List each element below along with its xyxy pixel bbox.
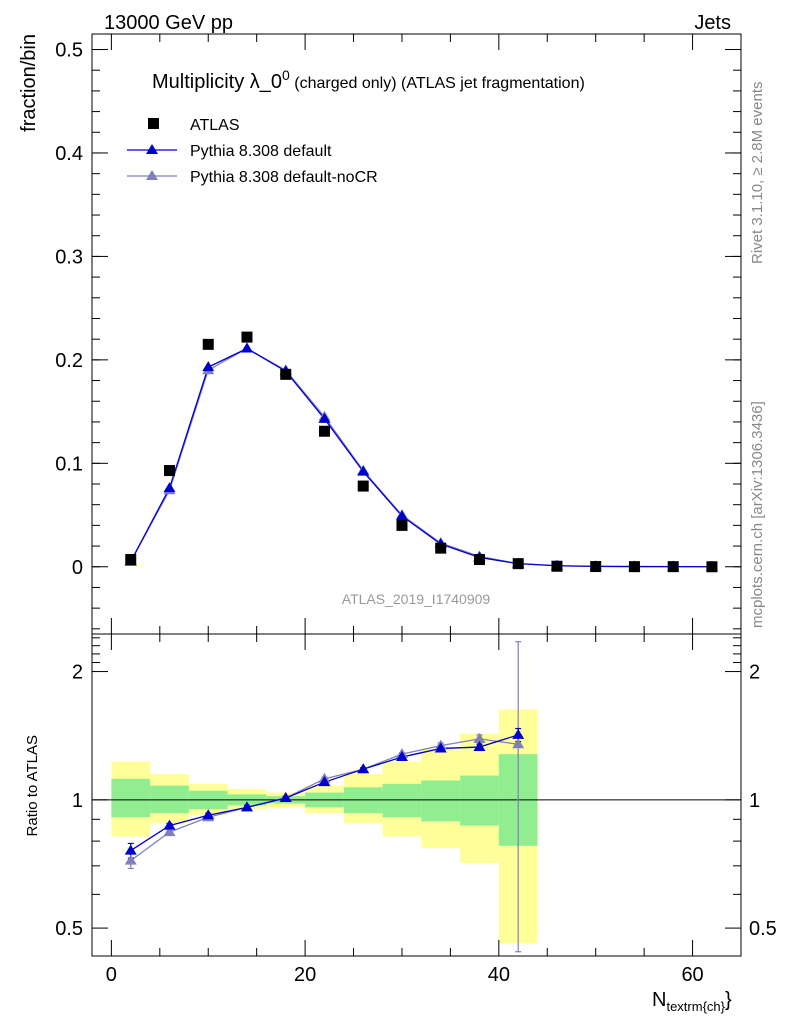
ratio-point-nocr (473, 732, 486, 743)
side-label-rivet: Rivet 3.1.10, ≥ 2.8M events (749, 82, 766, 265)
main-ytick-label: 0.5 (55, 40, 83, 62)
ratio-panel-frame (91, 633, 742, 957)
header-energy: 13000 GeV pp (104, 12, 233, 34)
main-point-atlas (202, 338, 214, 350)
side-label-mcplots: mcplots.cern.ch [arXiv:1306.3436] (749, 401, 766, 628)
main-point-default (202, 361, 215, 372)
xlabel: Ntextrm{ch}} (652, 989, 732, 1014)
ratio-point-default (240, 801, 253, 812)
main-ytick-label: 0.1 (55, 453, 83, 475)
band-inner-bin (382, 783, 422, 818)
main-point-default (395, 510, 408, 521)
main-point-atlas (241, 331, 253, 343)
plot-title-sup: 0 (282, 67, 290, 83)
plot-title-main: Multiplicity λ_0 (152, 71, 282, 93)
legend-label-default: Pythia 8.308 default (190, 143, 332, 160)
xtick-label: 0 (106, 964, 117, 986)
ratio-point-nocr (124, 854, 137, 865)
legend-label-atlas: ATLAS (190, 117, 240, 134)
ratio-ytick-label-right: 1 (749, 790, 760, 812)
legend-marker-default (146, 144, 158, 154)
main-point-atlas (667, 561, 679, 573)
ratio-ytick-label-right: 2 (749, 662, 760, 684)
main-point-atlas (628, 561, 640, 573)
main-point-default (318, 412, 331, 423)
axis-ticks: 00.10.20.30.40.50.5 0.51 12 20 20 40 60 (55, 34, 777, 986)
main-ytick-label: 0 (72, 557, 83, 579)
axes-frames (91, 33, 742, 957)
ratio-point-default (163, 819, 176, 830)
legend-marker-atlas (148, 118, 159, 129)
main-point-atlas (551, 560, 563, 572)
ylabel-main: fraction/bin (18, 34, 40, 132)
band-inner-bin (111, 778, 151, 818)
main-point-atlas (396, 519, 408, 531)
ylabel-ratio: Ratio to ATLAS (24, 735, 41, 836)
ratio-point-default (473, 741, 486, 752)
analysis-watermark: ATLAS_2019_I1740909 (342, 591, 491, 607)
ratio-point-default (202, 809, 215, 820)
main-series (124, 331, 718, 573)
ratio-point-default (124, 844, 137, 855)
main-point-default (240, 342, 253, 353)
main-point-atlas (512, 558, 524, 570)
main-point-atlas (318, 425, 330, 437)
main-ytick-label: 0.2 (55, 350, 83, 372)
main-point-atlas (125, 554, 137, 566)
ratio-series (124, 641, 525, 953)
xtick-label: 40 (488, 964, 510, 986)
main-line-nocr (130, 347, 712, 568)
legend-label-nocr: Pythia 8.308 default-noCR (190, 169, 378, 186)
ratio-ytick-label-right: 0.5 (749, 918, 777, 940)
ratio-point-nocr (512, 738, 525, 749)
main-point-atlas (163, 465, 175, 477)
legend: ATLAS Pythia 8.308 default Pythia 8.308 … (127, 117, 378, 186)
ratio-point-default (318, 776, 331, 787)
ratio-point-nocr (163, 826, 176, 837)
ratio-point-default (279, 791, 292, 802)
header-process: Jets (694, 12, 731, 34)
ratio-point-default (512, 728, 525, 739)
xtick-label: 20 (294, 964, 316, 986)
main-point-atlas (706, 561, 718, 573)
ratio-ytick-label: 0.5 (55, 918, 83, 940)
main-point-default (163, 482, 176, 493)
ratio-point-default (357, 763, 370, 774)
ratio-uncertainty-bands (111, 709, 538, 944)
xlabel-close: } (725, 989, 732, 1011)
main-ytick-label: 0.3 (55, 246, 83, 268)
main-ytick-label: 0.4 (55, 143, 83, 165)
main-point-atlas (280, 368, 292, 380)
ratio-point-default (434, 742, 447, 753)
main-point-default (357, 465, 370, 476)
main-point-atlas (590, 561, 602, 573)
legend-marker-nocr (146, 170, 158, 180)
xlabel-main: N (652, 989, 666, 1011)
main-point-atlas (357, 480, 369, 492)
band-inner-bin (421, 780, 461, 822)
main-line-default (130, 347, 712, 568)
xtick-label: 60 (681, 964, 703, 986)
main-point-atlas (435, 542, 447, 554)
ratio-ytick-label: 1 (72, 790, 83, 812)
main-point-atlas (473, 554, 485, 566)
band-inner-bin (460, 775, 499, 826)
ratio-ytick-label: 2 (72, 662, 83, 684)
plot-title-sub: (charged only) (ATLAS jet fragmentation) (290, 75, 585, 92)
ratio-point-default (395, 751, 408, 762)
xlabel-sub: textrm{ch} (666, 999, 725, 1014)
plot-title: Multiplicity λ_00 (charged only) (ATLAS … (152, 67, 585, 93)
